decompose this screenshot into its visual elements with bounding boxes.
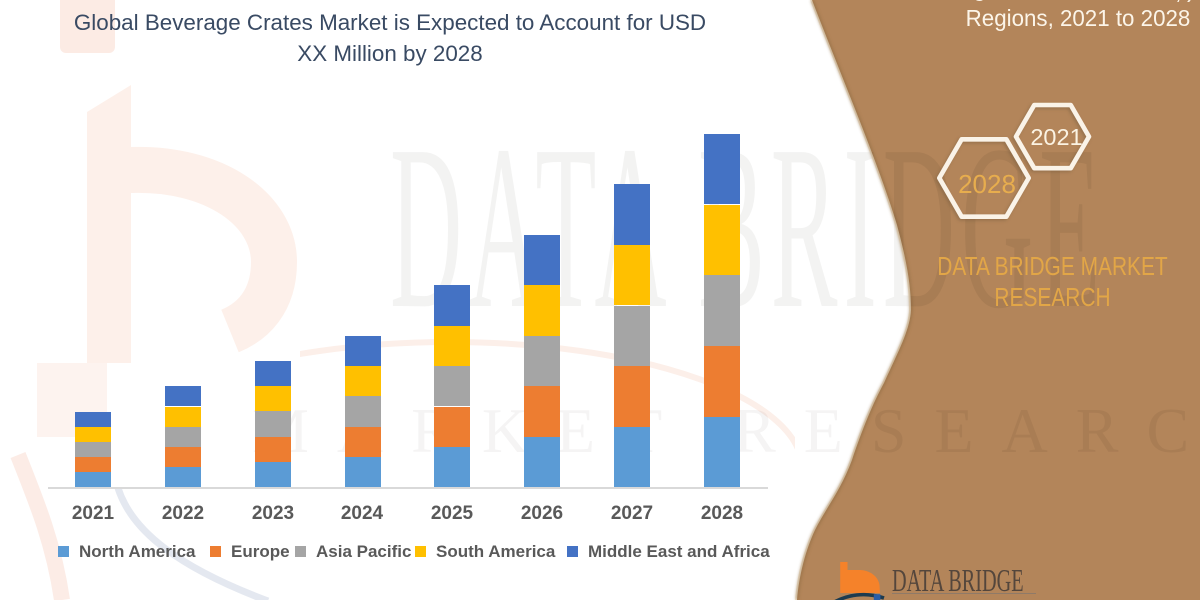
svg-text:DATA BRIDGE: DATA BRIDGE	[390, 98, 1106, 358]
svg-text:MARKET RESEARCH: MARKET RESEARCH	[252, 395, 1200, 466]
